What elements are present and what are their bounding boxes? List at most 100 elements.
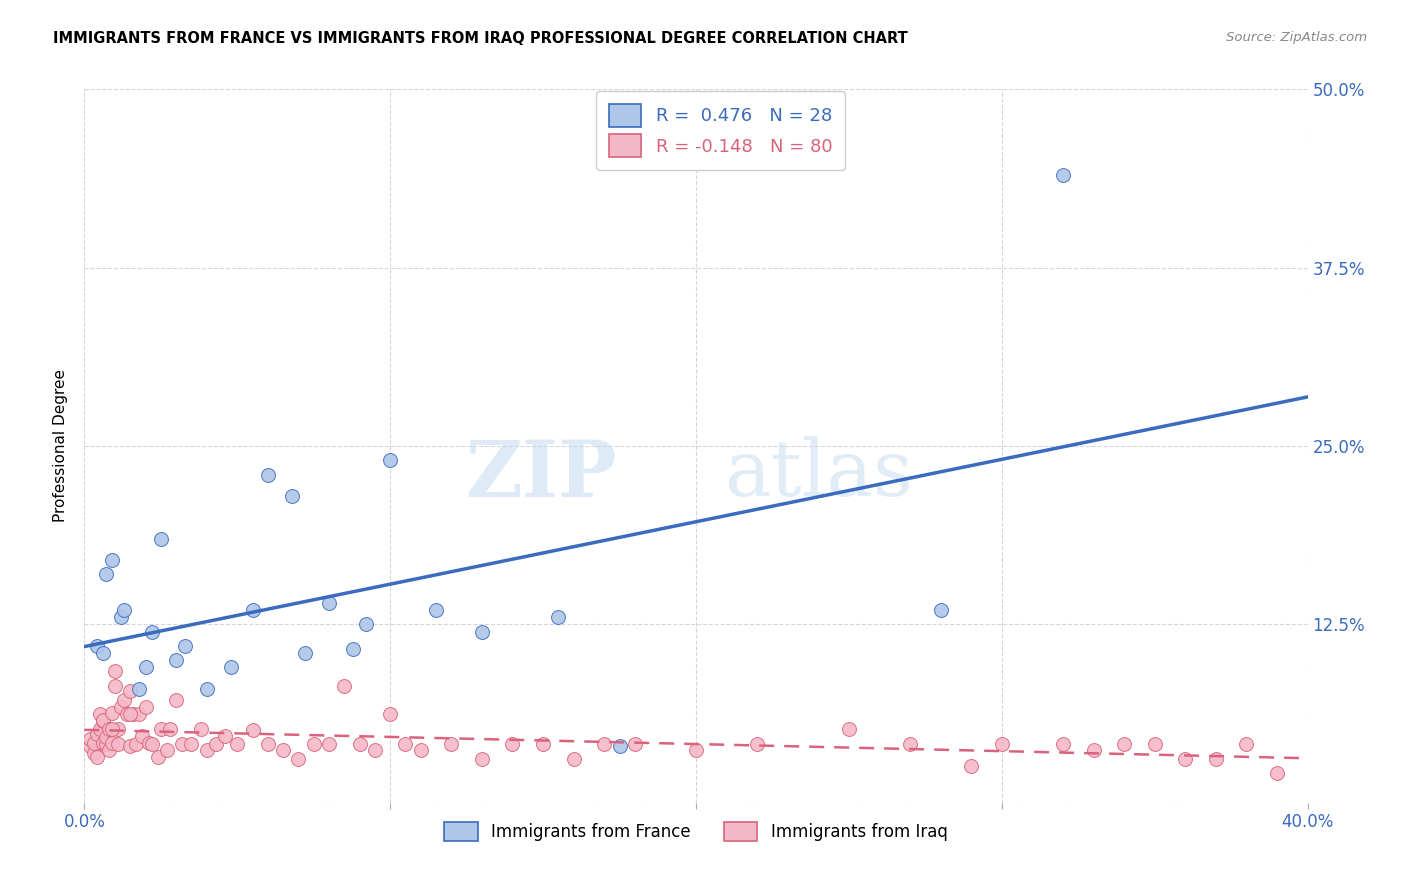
Point xyxy=(131,729,153,743)
Point xyxy=(110,700,132,714)
Point xyxy=(86,639,108,653)
Point xyxy=(125,737,148,751)
Point xyxy=(120,684,142,698)
Point xyxy=(89,722,111,736)
Point xyxy=(205,737,228,751)
Point xyxy=(747,737,769,751)
Point xyxy=(172,737,194,751)
Point xyxy=(257,467,280,482)
Point xyxy=(89,707,111,722)
Point xyxy=(1052,168,1074,182)
Point xyxy=(547,610,569,624)
Point xyxy=(94,730,117,744)
Point xyxy=(380,707,402,722)
Point xyxy=(219,660,242,674)
Point xyxy=(120,707,142,722)
Point xyxy=(165,653,187,667)
Point xyxy=(1265,765,1288,780)
Point xyxy=(1114,737,1136,751)
Point xyxy=(146,750,169,764)
Point xyxy=(195,681,218,696)
Point xyxy=(364,743,387,757)
Point xyxy=(128,707,150,722)
Point xyxy=(112,603,135,617)
Text: IMMIGRANTS FROM FRANCE VS IMMIGRANTS FROM IRAQ PROFESSIONAL DEGREE CORRELATION C: IMMIGRANTS FROM FRANCE VS IMMIGRANTS FRO… xyxy=(53,31,908,46)
Point xyxy=(86,750,108,764)
Point xyxy=(502,737,524,751)
Point xyxy=(394,737,416,751)
Point xyxy=(440,737,463,751)
Point xyxy=(226,737,249,751)
Point xyxy=(86,727,108,741)
Point xyxy=(214,729,236,743)
Point xyxy=(135,700,157,714)
Point xyxy=(898,737,921,751)
Text: Source: ZipAtlas.com: Source: ZipAtlas.com xyxy=(1226,31,1367,45)
Point xyxy=(271,743,294,757)
Point xyxy=(593,737,616,751)
Point xyxy=(156,743,179,757)
Point xyxy=(149,532,172,546)
Point xyxy=(91,736,114,750)
Point xyxy=(83,736,105,750)
Point xyxy=(1083,743,1105,757)
Point xyxy=(562,751,585,765)
Point xyxy=(318,737,340,751)
Point xyxy=(425,603,447,617)
Point xyxy=(1052,737,1074,751)
Point xyxy=(180,737,202,751)
Point xyxy=(471,751,494,765)
Point xyxy=(380,453,402,467)
Point xyxy=(122,707,145,722)
Point xyxy=(94,737,117,751)
Point xyxy=(991,737,1014,751)
Point xyxy=(349,737,371,751)
Point xyxy=(159,722,181,736)
Point xyxy=(471,624,494,639)
Point xyxy=(929,603,952,617)
Point xyxy=(294,646,316,660)
Y-axis label: Professional Degree: Professional Degree xyxy=(53,369,69,523)
Point xyxy=(101,553,124,567)
Point xyxy=(354,617,377,632)
Point xyxy=(685,743,707,757)
Point xyxy=(101,722,124,736)
Point xyxy=(101,736,124,750)
Point xyxy=(609,739,631,753)
Point xyxy=(257,737,280,751)
Point xyxy=(190,722,212,736)
Point xyxy=(281,489,304,503)
Point xyxy=(342,641,364,656)
Point xyxy=(110,610,132,624)
Point xyxy=(101,706,124,720)
Point xyxy=(302,737,325,751)
Point xyxy=(79,731,101,746)
Text: atlas: atlas xyxy=(724,437,912,512)
Point xyxy=(1174,751,1197,765)
Point xyxy=(79,739,101,753)
Point xyxy=(409,743,432,757)
Legend: Immigrants from France, Immigrants from Iraq: Immigrants from France, Immigrants from … xyxy=(437,815,955,848)
Point xyxy=(242,603,264,617)
Point xyxy=(1143,737,1166,751)
Point xyxy=(960,758,983,772)
Point xyxy=(97,722,120,736)
Point xyxy=(1236,737,1258,751)
Point xyxy=(165,693,187,707)
Point xyxy=(128,681,150,696)
Point xyxy=(104,679,127,693)
Point xyxy=(195,743,218,757)
Point xyxy=(94,567,117,582)
Point xyxy=(107,737,129,751)
Point xyxy=(107,722,129,736)
Point xyxy=(141,624,163,639)
Point xyxy=(242,723,264,737)
Point xyxy=(138,736,160,750)
Point xyxy=(149,722,172,736)
Text: ZIP: ZIP xyxy=(465,436,616,513)
Point xyxy=(318,596,340,610)
Point xyxy=(141,737,163,751)
Point xyxy=(104,665,127,679)
Point xyxy=(97,743,120,757)
Point xyxy=(174,639,197,653)
